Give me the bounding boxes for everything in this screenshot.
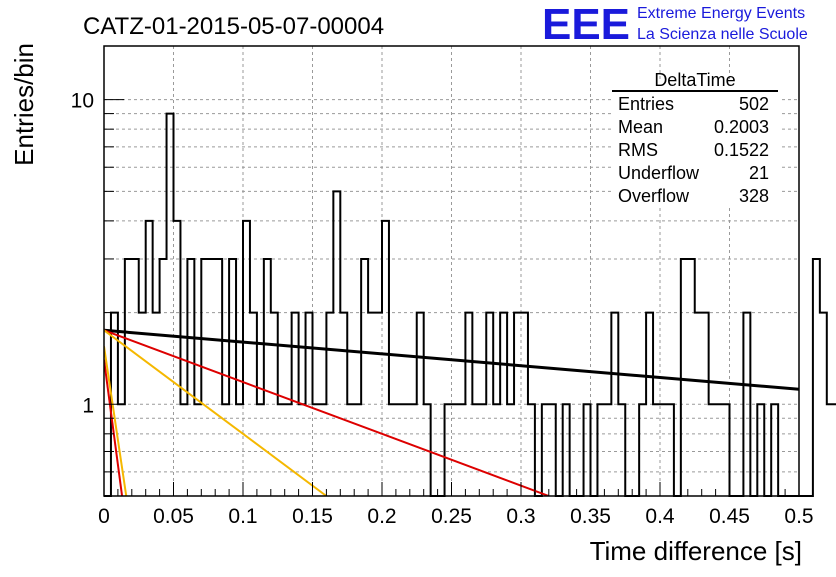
eee-logo: EEE Extreme Energy Events La Scienza nel… xyxy=(542,0,808,49)
x-tick-label: 0.35 xyxy=(570,505,611,528)
stats-label-underflow: Underflow xyxy=(618,163,700,183)
logo-letters: EEE xyxy=(542,0,630,49)
stats-label-rms: RMS xyxy=(618,140,658,160)
stats-value-overflow: 328 xyxy=(739,186,769,206)
y-tick-label: 1 xyxy=(82,394,94,417)
stats-value-underflow: 21 xyxy=(749,163,769,183)
histogram-steps xyxy=(104,112,836,497)
stats-title: DeltaTime xyxy=(654,70,735,90)
fit-line xyxy=(104,346,128,496)
fit-lines-layer xyxy=(104,328,799,496)
x-tick-label: 0.5 xyxy=(784,505,813,528)
plot-frame xyxy=(103,45,800,497)
x-tick-label: 0.4 xyxy=(645,505,675,528)
y-axis-label: Entries/bin xyxy=(9,43,39,166)
x-tick-label: 0.45 xyxy=(709,505,750,528)
fit-line xyxy=(104,329,327,496)
x-tick-label: 0.15 xyxy=(292,505,333,528)
axis-layer: 0 0.05 0.1 0.15 0.2 0.25 0.3 0.35 0.4 0.45 0.5 1 10 xyxy=(71,45,814,528)
stats-label-overflow: Overflow xyxy=(618,186,690,206)
fit-line xyxy=(104,329,550,496)
x-tick-label: 0.05 xyxy=(153,505,194,528)
histogram-layer xyxy=(104,112,836,497)
x-axis-label: Time difference [s] xyxy=(590,536,802,566)
page-title: CATZ-01-2015-05-07-00004 xyxy=(83,13,384,40)
fit-line xyxy=(104,328,799,391)
stats-value-mean: 0.2003 xyxy=(714,117,769,137)
stats-value-rms: 0.1522 xyxy=(714,140,769,160)
stats-box: DeltaTime Entries 502 Mean 0.2003 RMS 0.… xyxy=(612,70,780,206)
x-tick-label: 0.3 xyxy=(506,505,535,528)
x-tick-label: 0.2 xyxy=(367,505,396,528)
logo-line1: Extreme Energy Events xyxy=(637,5,805,22)
fit-line xyxy=(104,359,124,496)
stats-value-entries: 502 xyxy=(739,94,769,114)
x-tick-label: 0 xyxy=(98,505,110,528)
stats-box-bg xyxy=(612,82,780,206)
x-tick-label: 0.1 xyxy=(228,505,257,528)
logo-line2: La Scienza nelle Scuole xyxy=(637,26,808,43)
x-tick-label: 0.25 xyxy=(431,505,472,528)
stats-label-entries: Entries xyxy=(618,94,674,114)
y-tick-label: 10 xyxy=(71,90,94,113)
stats-label-mean: Mean xyxy=(618,117,663,137)
